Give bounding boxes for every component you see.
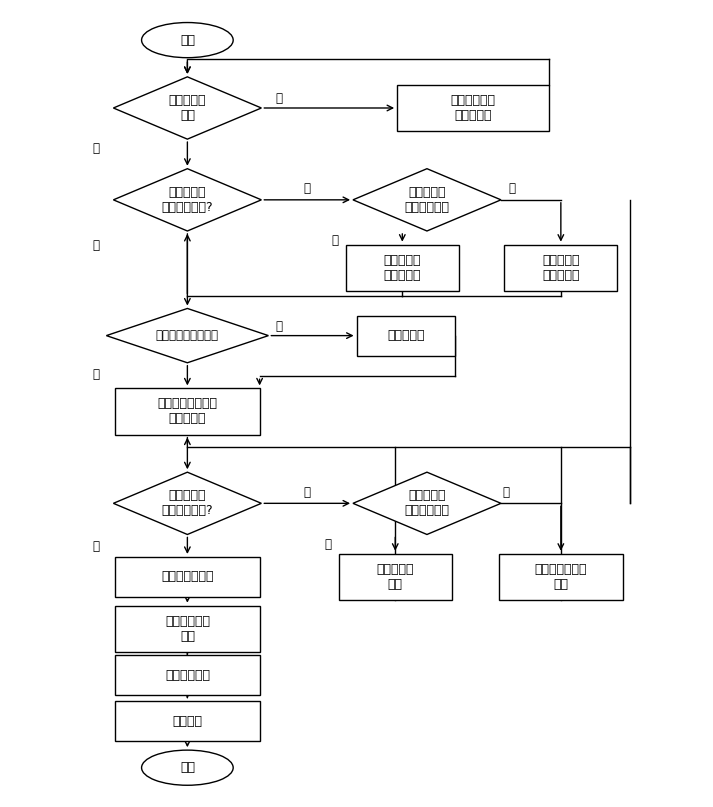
Text: 否: 否 [508,182,515,195]
Text: 是: 是 [92,239,99,252]
Text: 是: 是 [325,537,332,550]
Text: 等待操作人员
更换点火线: 等待操作人员 更换点火线 [451,94,496,122]
Polygon shape [113,169,262,231]
Text: 开启温度控
制系统降温: 开启温度控 制系统降温 [384,253,421,282]
FancyBboxPatch shape [505,245,617,291]
FancyBboxPatch shape [116,605,260,652]
FancyBboxPatch shape [339,554,451,600]
Text: 结束: 结束 [180,761,195,774]
Text: 燃烧室压强
大于目标压强: 燃烧室压强 大于目标压强 [404,489,449,517]
Text: 燃烧室温度
大于目标温度: 燃烧室温度 大于目标温度 [404,186,449,214]
FancyBboxPatch shape [397,85,548,132]
Ellipse shape [142,23,233,57]
Text: 数据处理: 数据处理 [173,715,202,728]
FancyBboxPatch shape [356,316,455,356]
Text: 开启温度控
制系统升温: 开启温度控 制系统升温 [542,253,580,282]
FancyBboxPatch shape [499,554,622,600]
Text: 否: 否 [304,486,311,499]
Polygon shape [113,472,262,534]
Text: 是: 是 [92,142,99,155]
FancyBboxPatch shape [116,557,260,597]
Text: 开启高压气动阀
进气: 开启高压气动阀 进气 [535,562,587,591]
FancyBboxPatch shape [116,388,260,435]
Text: 判断燃烧室水位高度: 判断燃烧室水位高度 [156,329,219,342]
Text: 打开进水阀: 打开进水阀 [387,329,424,342]
Text: 燃烧室温度
等于目标温度?: 燃烧室温度 等于目标温度? [162,186,213,214]
Polygon shape [113,77,262,139]
FancyBboxPatch shape [346,245,458,291]
Polygon shape [353,169,501,231]
Text: 是: 是 [332,234,339,247]
Text: 否: 否 [275,92,282,105]
Text: 否: 否 [275,320,282,332]
Text: 燃烧室压强
等于目标压强?: 燃烧室压强 等于目标压强? [162,489,213,517]
Text: 开启排气阀
排气: 开启排气阀 排气 [376,562,414,591]
Text: 是: 是 [92,368,99,381]
Text: 开始: 开始 [180,34,195,47]
Text: 判断点火线
连通: 判断点火线 连通 [169,94,206,122]
FancyBboxPatch shape [116,655,260,695]
Ellipse shape [142,751,233,785]
FancyBboxPatch shape [116,701,260,742]
Text: 是: 是 [92,540,99,553]
Text: 否: 否 [304,182,311,195]
Text: 否: 否 [503,486,510,499]
Text: 打开缓冲进气阀，
燃烧室加压: 打开缓冲进气阀， 燃烧室加压 [158,398,217,425]
Text: 关闭缓冲进气阀: 关闭缓冲进气阀 [161,571,214,583]
Text: 发出点火信号
点火: 发出点火信号 点火 [165,615,210,642]
Polygon shape [353,472,501,534]
Polygon shape [106,308,268,363]
Text: 数据采集完毕: 数据采集完毕 [165,668,210,682]
